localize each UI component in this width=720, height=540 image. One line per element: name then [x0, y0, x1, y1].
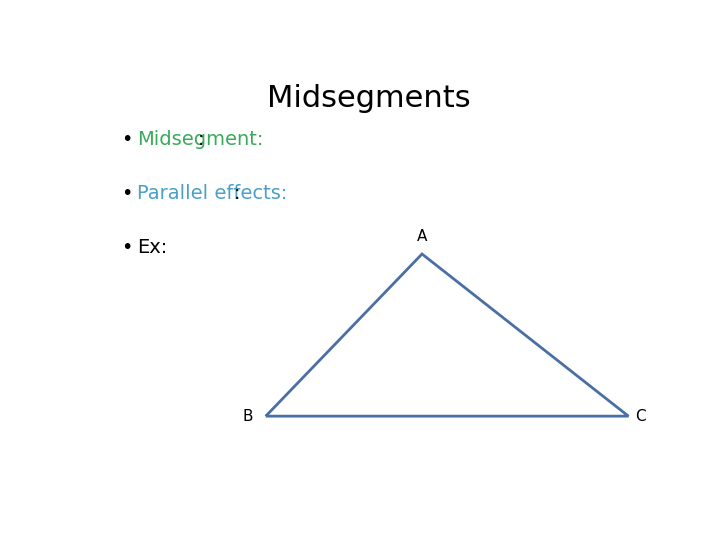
Text: A: A [417, 228, 427, 244]
Text: Ex:: Ex: [138, 238, 168, 257]
Text: C: C [635, 409, 646, 424]
Text: Parallel effects:: Parallel effects: [138, 184, 288, 203]
Text: •: • [121, 238, 132, 257]
Text: •: • [121, 184, 132, 203]
Text: Midsegment:: Midsegment: [138, 130, 264, 149]
Text: Midsegments: Midsegments [267, 84, 471, 112]
Text: :: : [234, 184, 240, 203]
Text: •: • [121, 130, 132, 149]
Text: :: : [198, 130, 204, 149]
Text: B: B [243, 409, 253, 424]
